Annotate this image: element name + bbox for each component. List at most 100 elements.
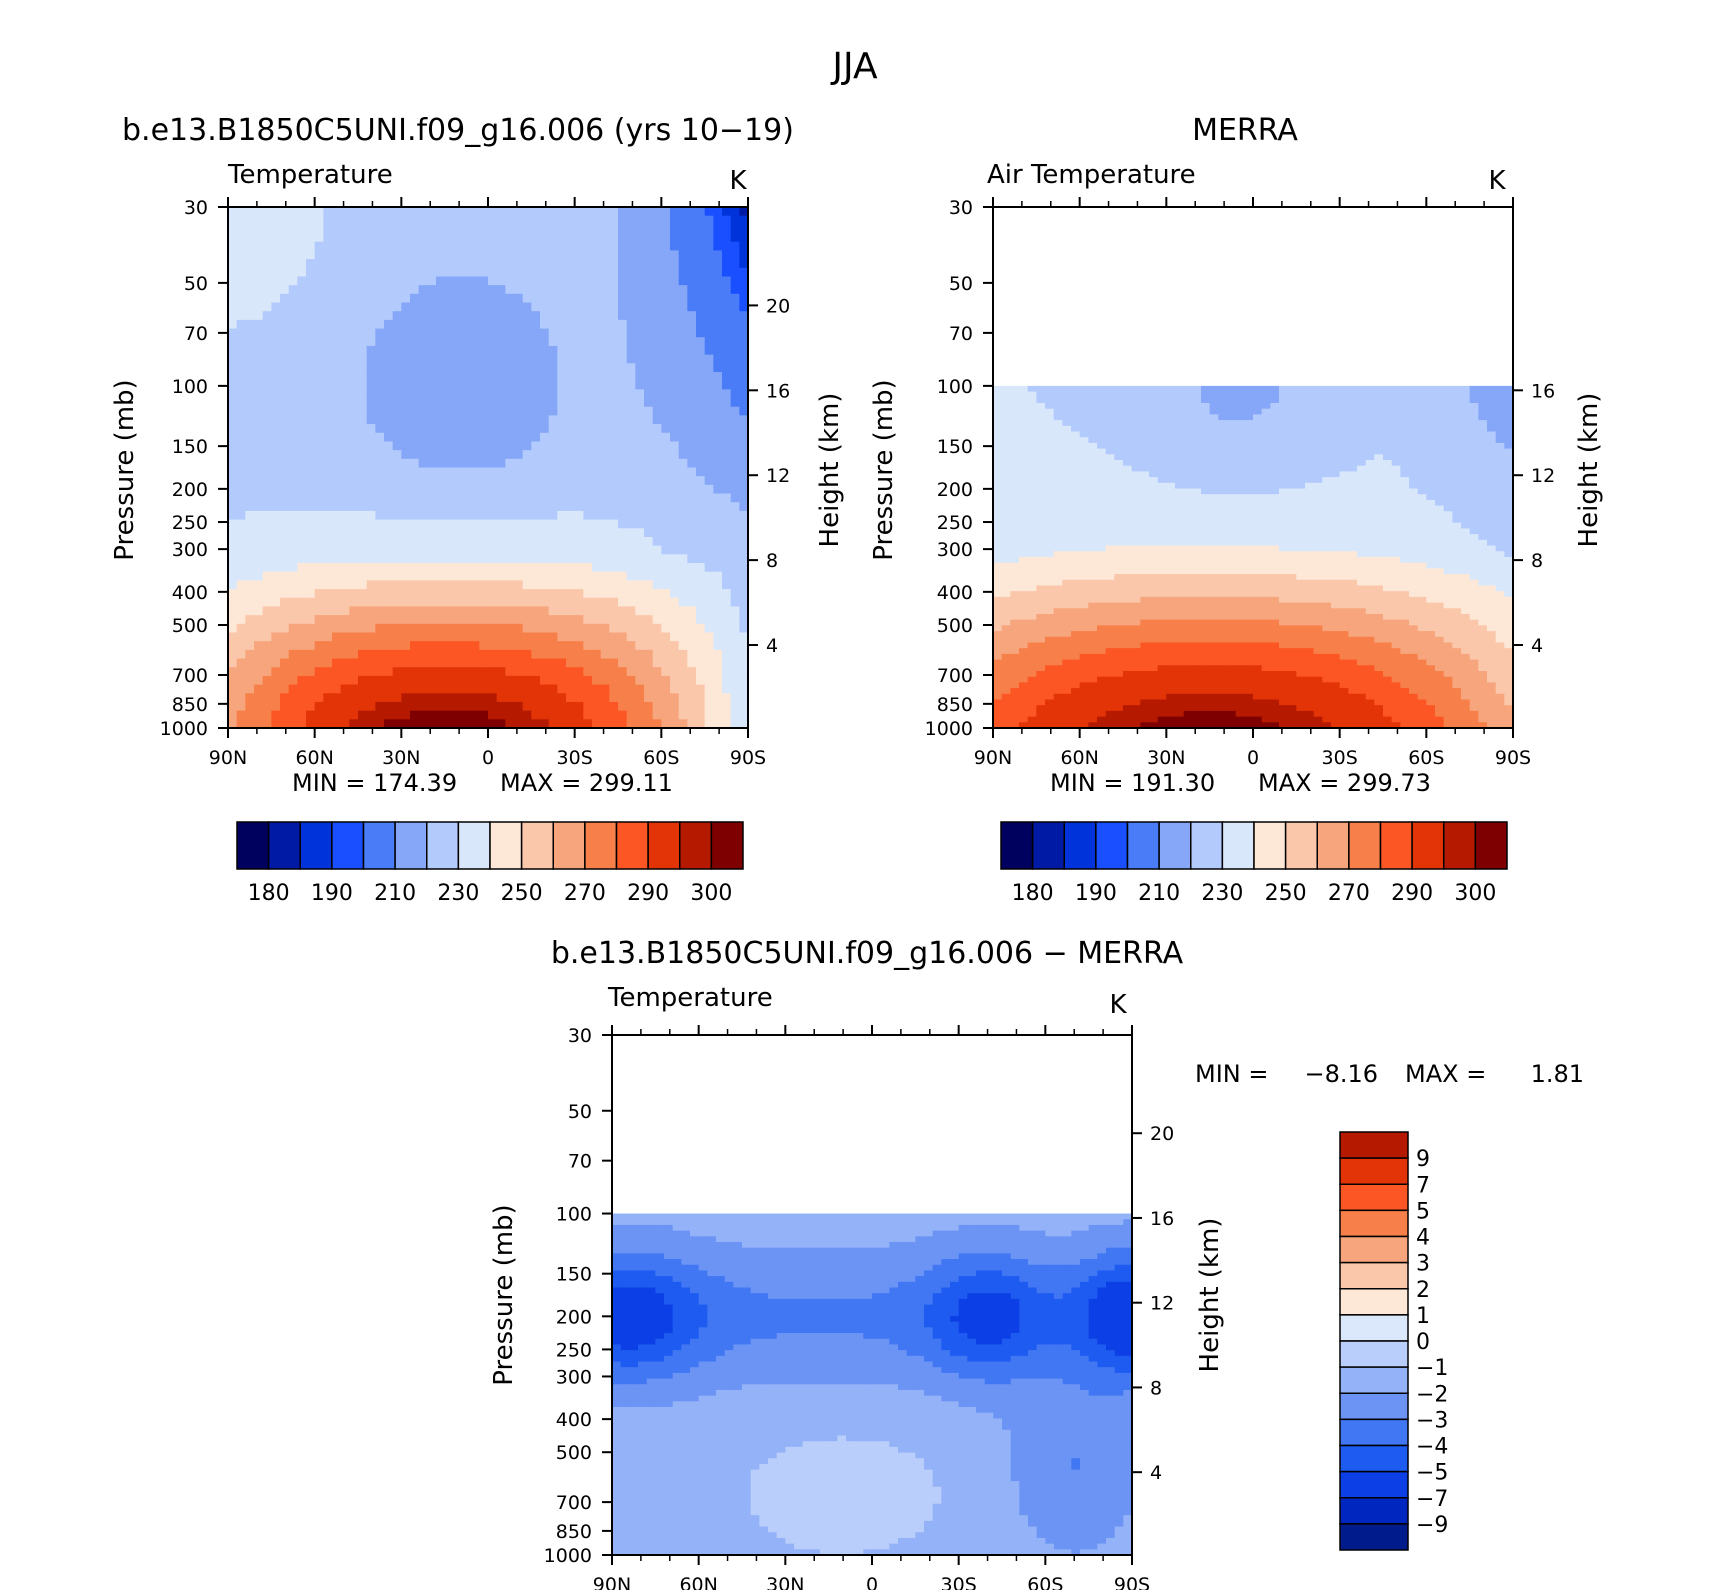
contour-cell: [245, 510, 255, 521]
contour-cell: [1391, 408, 1401, 415]
contour-cell: [401, 467, 411, 477]
contour-cell: [462, 519, 472, 529]
contour-cell: [1192, 454, 1202, 461]
contour-cell: [366, 554, 376, 564]
contour-cell: [1045, 397, 1055, 404]
contour-cell: [384, 311, 394, 321]
contour-cell: [453, 363, 463, 373]
contour-cell: [436, 319, 446, 330]
contour-cell: [349, 710, 359, 720]
contour-cell: [444, 510, 454, 521]
contour-cell: [254, 406, 264, 416]
contour-cell: [453, 675, 463, 686]
contour-cell: [306, 415, 316, 425]
contour-cell: [1149, 397, 1159, 404]
contour-cell: [1131, 397, 1141, 404]
contour-cell: [540, 710, 550, 720]
contour-cell: [704, 354, 714, 364]
contour-cell: [566, 259, 576, 269]
contour-cell: [236, 250, 246, 260]
contour-cell: [401, 302, 411, 312]
contour-cell: [384, 415, 394, 425]
contour-cell: [600, 536, 610, 547]
contour-cell: [609, 345, 619, 356]
contour-cell: [626, 554, 636, 564]
contour-cell: [1105, 454, 1115, 461]
contour-cell: [1045, 499, 1055, 507]
contour-cell: [687, 502, 697, 512]
contour-cell: [314, 641, 324, 651]
contour-cell: [228, 354, 238, 364]
contour-cell: [332, 302, 342, 312]
contour-cell: [522, 684, 532, 694]
contour-cell: [236, 536, 246, 547]
contour-cell: [1027, 408, 1037, 415]
contour-cell: [444, 450, 454, 460]
contour-cell: [704, 285, 714, 295]
contour-cell: [704, 693, 714, 703]
contour-cell: [306, 311, 316, 321]
contour-cell: [592, 467, 602, 477]
contour-cell: [375, 276, 385, 286]
contour-cell: [696, 250, 706, 260]
contour-cell: [739, 545, 749, 555]
contour-cell: [1045, 460, 1055, 467]
contour-cell: [1088, 505, 1098, 512]
contour-cell: [358, 476, 368, 486]
contour-cell: [548, 424, 558, 434]
contour-cell: [1209, 488, 1219, 495]
contour-cell: [1400, 499, 1410, 507]
contour-cell: [1279, 471, 1289, 478]
contour-cell: [592, 536, 602, 547]
contour-cell: [462, 293, 472, 304]
contour-cell: [444, 233, 454, 243]
contour-cell: [540, 675, 550, 686]
contour-cell: [609, 484, 619, 495]
contour-cell: [280, 302, 290, 312]
contour-cell: [1339, 477, 1349, 484]
contour-cell: [1244, 477, 1254, 484]
contour-cell: [1374, 385, 1384, 393]
contour-cell: [548, 380, 558, 390]
contour-cell: [410, 667, 420, 677]
contour-cell: [470, 597, 480, 608]
contour-cell: [1357, 477, 1367, 484]
contour-cell: [436, 484, 446, 495]
contour-cell: [687, 675, 697, 686]
contour-cell: [993, 437, 1003, 444]
contour-cell: [236, 241, 246, 252]
contour-cell: [280, 415, 290, 425]
contour-cell: [1183, 420, 1193, 427]
contour-cell: [236, 658, 246, 668]
contour-cell: [505, 311, 515, 321]
contour-cell: [583, 458, 593, 469]
contour-cell: [1374, 460, 1384, 467]
contour-cell: [1019, 420, 1029, 427]
contour-cell: [392, 441, 402, 451]
contour-cell: [652, 328, 662, 338]
contour-cell: [1131, 437, 1141, 444]
contour-cell: [531, 493, 541, 503]
contour-cell: [557, 458, 567, 469]
contour-cell: [1426, 385, 1436, 393]
contour-cell: [314, 259, 324, 269]
contour-cell: [1114, 408, 1124, 415]
contour-cell: [652, 424, 662, 434]
contour-cell: [288, 380, 298, 390]
contour-cell: [1261, 420, 1271, 427]
contour-cell: [306, 345, 316, 356]
contour-cell: [722, 493, 732, 503]
contour-cell: [592, 701, 602, 712]
contour-cell: [1079, 482, 1089, 490]
contour-cell: [557, 224, 567, 234]
contour-cell: [392, 641, 402, 651]
contour-cell: [600, 311, 610, 321]
contour-cell: [427, 337, 437, 347]
contour-cell: [540, 250, 550, 260]
contour-cell: [444, 415, 454, 425]
contour-cell: [340, 693, 350, 703]
contour-cell: [332, 285, 342, 295]
contour-cell: [1469, 471, 1479, 478]
contour-cell: [618, 354, 628, 364]
contour-cell: [410, 649, 420, 660]
